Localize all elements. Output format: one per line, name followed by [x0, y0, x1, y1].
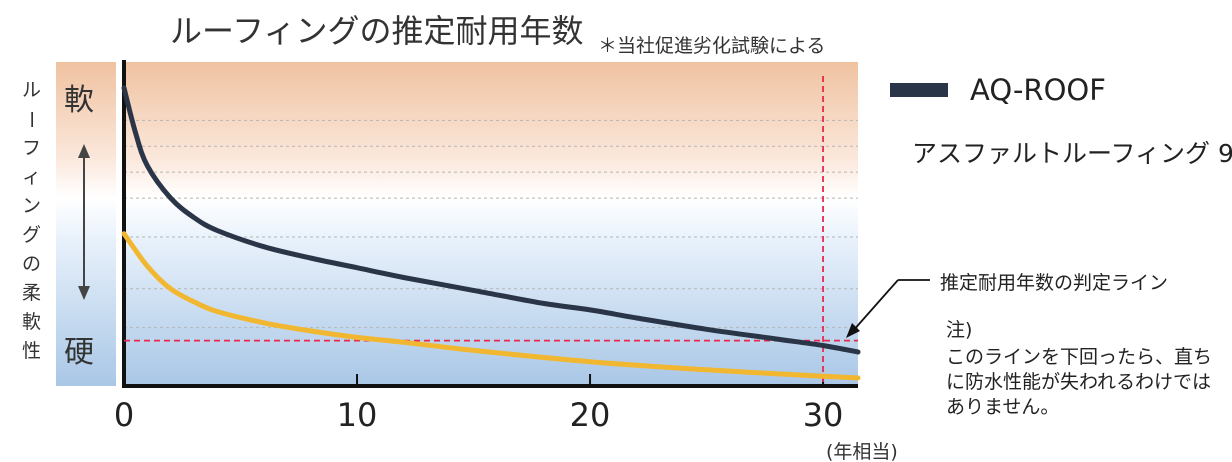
x-ticks: 0 10 20 30 — [114, 374, 844, 434]
x-axis-label: (年相当) — [826, 441, 898, 462]
note: 注) このラインを下回ったら、直ちに防水性能が失われるわけではありません。 — [946, 318, 1226, 420]
y-axis-label-char: ー — [20, 110, 42, 129]
y-axis-label-char: グ — [22, 224, 41, 246]
y-axis-label-char: 性 — [22, 340, 41, 362]
y-axis-label-char: 柔 — [22, 282, 41, 304]
x-tick-label: 30 — [803, 396, 844, 434]
x-tick-label: 20 — [570, 396, 611, 434]
y-axis-label-char: ィ — [22, 166, 41, 188]
x-tick-label: 10 — [337, 396, 378, 434]
series-line-0 — [121, 85, 861, 355]
note-title: 注) — [946, 319, 973, 341]
note-text: このラインを下回ったら、直ちに防水性能が失われるわけではありません。 — [946, 346, 1213, 418]
chart-subtitle: ＊当社促進劣化試験による — [598, 35, 825, 57]
y-axis-label-char: の — [22, 253, 41, 275]
y-axis-label-char: ル — [22, 79, 41, 101]
y-axis-label-char: フ — [22, 137, 41, 159]
series-group — [121, 85, 861, 381]
arrow-down-head — [78, 286, 90, 300]
judgement-pointer-head — [846, 323, 860, 338]
y-axis-label-char: ン — [22, 195, 41, 217]
y-axis-label-char: 軟 — [22, 311, 41, 333]
legend-item-aq-roof: AQ-ROOF — [890, 68, 1230, 112]
arrow-up-head — [78, 144, 90, 158]
legend-label-asphalt: アスファルトルーフィング 940 — [912, 139, 1232, 168]
series-line-1 — [121, 231, 861, 381]
legend-swatch-aq-roof — [890, 83, 948, 97]
legend-label-aq-roof: AQ-ROOF — [970, 73, 1106, 107]
grid-lines — [124, 119, 858, 329]
x-tick-label: 0 — [114, 396, 134, 434]
y-axis-band — [56, 62, 116, 386]
judgement-pointer-arrow — [851, 279, 899, 333]
legend: AQ-ROOF アスファルトルーフィング 940 — [890, 68, 1232, 192]
chart-title: ルーフィングの推定耐用年数 — [170, 12, 583, 50]
y-bottom-label: 硬 — [64, 335, 94, 370]
legend-item-asphalt: アスファルトルーフィング 940 — [890, 130, 1232, 174]
y-top-label: 軟 — [64, 83, 94, 118]
judgement-label: 推定耐用年数の判定ライン — [940, 272, 1169, 294]
